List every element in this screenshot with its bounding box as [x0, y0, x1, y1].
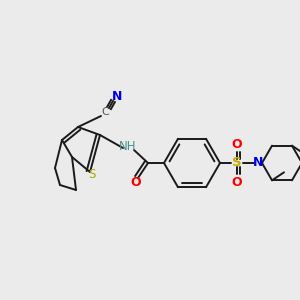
Text: N: N	[112, 91, 122, 103]
Text: O: O	[131, 176, 141, 190]
Text: O: O	[232, 176, 242, 188]
Text: S: S	[232, 157, 242, 169]
Text: NH: NH	[119, 140, 137, 152]
Text: C: C	[101, 107, 109, 117]
Text: N: N	[253, 157, 263, 169]
Text: O: O	[232, 137, 242, 151]
Text: S: S	[88, 169, 96, 182]
